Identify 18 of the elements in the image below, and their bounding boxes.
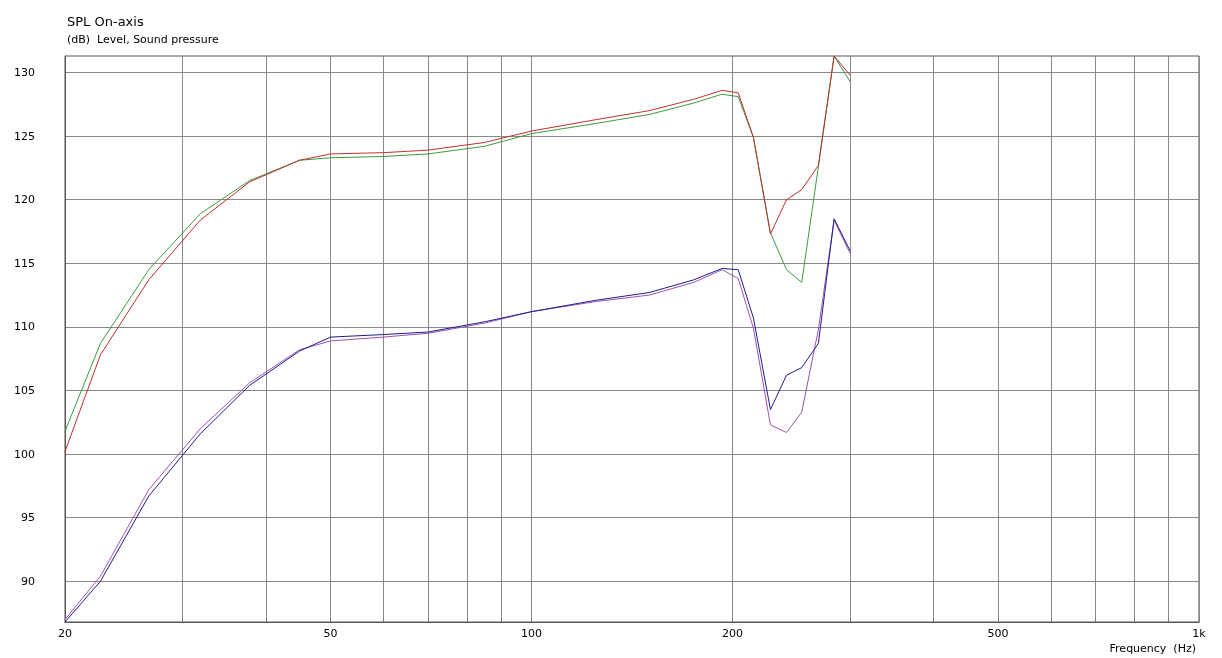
y-axis-title: (dB) Level, Sound pressure [67,33,220,46]
y-tick-label: 90 [21,574,35,588]
chart-title: SPL On-axis [67,14,144,29]
x-tick-label: 1k [1192,627,1207,640]
y-tick-label: 95 [21,511,35,525]
x-tick-label: 200 [721,627,743,640]
y-tick-label: 115 [14,256,35,270]
x-tick-label: 100 [521,627,543,640]
y-tick-label: 130 [14,66,35,80]
y-tick-label: 120 [14,193,35,207]
x-axis-title: Frequency (Hz) [1109,642,1197,655]
x-tick-label: 500 [987,627,1009,640]
y-tick-label: 100 [14,447,35,461]
y-tick-label: 125 [14,129,35,143]
x-tick-label: 20 [58,627,72,640]
y-tick-label: 110 [14,320,35,334]
y-tick-label: 105 [14,384,35,398]
x-tick-label: 50 [323,627,338,640]
